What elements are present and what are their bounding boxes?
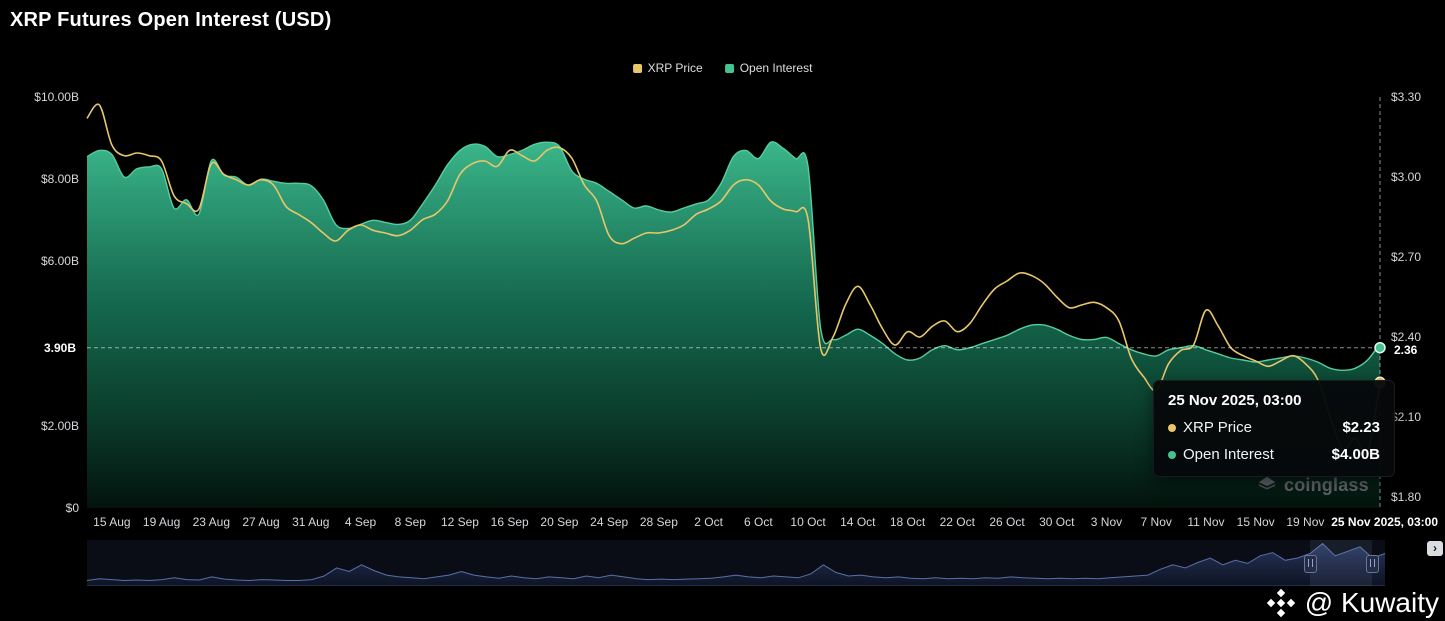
x-axis-tick-label: 19 Nov	[1286, 515, 1325, 529]
left-axis-tick-label: $10.00B	[34, 90, 79, 104]
kuwaity-watermark: @ Kuwaity	[1266, 587, 1439, 619]
chart-tooltip: 25 Nov 2025, 03:00 XRP Price $2.23 Open …	[1153, 380, 1395, 477]
xrp-price-swatch-icon	[632, 63, 642, 73]
x-axis-tick-label: 8 Sep	[394, 515, 426, 529]
x-axis-tick-label: 6 Oct	[744, 515, 773, 529]
x-axis-tick-label: 12 Sep	[440, 515, 479, 529]
x-axis-tick-label: 31 Aug	[292, 515, 330, 529]
navigator-selected-range[interactable]	[1310, 540, 1372, 586]
open-interest-line	[86, 141, 1381, 372]
chart-legend: XRP Price Open Interest	[632, 61, 813, 75]
legend-item-open-interest[interactable]: Open Interest	[724, 61, 813, 75]
x-axis-tick-label: 19 Aug	[142, 515, 181, 529]
x-axis-tick-label: 28 Sep	[639, 515, 678, 529]
navigator-area[interactable]	[87, 543, 1385, 585]
navigator-line	[86, 542, 1386, 582]
tooltip-label-xrp-price: XRP Price	[1183, 419, 1252, 436]
x-axis-tick-label: 11 Nov	[1187, 515, 1225, 529]
left-axis-tick-label: $6.00B	[40, 254, 79, 269]
kuwaity-text: @ Kuwaity	[1304, 587, 1439, 618]
legend-label-open-interest: Open Interest	[739, 61, 813, 75]
x-axis-tick-label: 4 Sep	[344, 515, 377, 529]
tooltip-row-open-interest: Open Interest $4.00B	[1168, 446, 1380, 463]
page-title: XRP Futures Open Interest (USD)	[10, 9, 332, 31]
crosshair-left-axis-label: 3.90B	[0, 339, 79, 356]
open-interest-last-point-marker	[1374, 341, 1386, 354]
right-axis-tick-label: $2.10	[1391, 410, 1422, 424]
legend-label-xrp-price: XRP Price	[647, 61, 703, 75]
tooltip-date: 25 Nov 2025, 03:00	[1168, 392, 1302, 409]
x-axis-tick-label: 2 Oct	[694, 515, 723, 529]
coinglass-logo-icon	[1258, 476, 1276, 490]
coinglass-watermark: coinglass	[1256, 474, 1369, 496]
tooltip-value-open-interest: $4.00B	[1331, 446, 1380, 463]
x-axis-tick-label: 14 Oct	[840, 515, 876, 529]
right-axis-tick-label: $2.40	[1391, 330, 1422, 344]
xrp-price-line	[86, 103, 1381, 455]
tooltip-value-xrp-price: $2.23	[1342, 419, 1380, 436]
right-axis-tick-label: $2.70	[1391, 250, 1422, 264]
legend-item-xrp-price[interactable]: XRP Price	[632, 61, 703, 75]
x-axis-tick-label: 16 Sep	[490, 515, 529, 529]
x-axis-tick-label: 3 Nov	[1090, 515, 1123, 529]
open-interest-area	[87, 141, 1380, 508]
tooltip-label-open-interest: Open Interest	[1183, 446, 1274, 463]
x-axis-tick-label: 15 Nov	[1236, 515, 1275, 529]
crosshair-date-label: 25 Nov 2025, 03:00	[1328, 514, 1441, 530]
right-axis-tick-label: $3.00	[1391, 170, 1422, 184]
tooltip-row-xrp-price: XRP Price $2.23	[1168, 419, 1380, 436]
open-interest-dot-icon	[1168, 450, 1176, 459]
left-axis-tick-label: $2.00B	[40, 418, 79, 433]
coinglass-logo-text: coinglass	[1284, 474, 1369, 495]
x-axis-tick-label: 15 Aug	[93, 515, 131, 529]
x-axis-tick-label: 26 Oct	[989, 515, 1025, 529]
x-axis-tick-label: 22 Oct	[939, 515, 975, 529]
left-axis-tick-label: $0	[65, 501, 79, 515]
scroll-right-button[interactable]: ›	[1427, 541, 1443, 556]
crosshair-right-axis-label: 2.36	[1391, 341, 1421, 358]
navigator-left-handle[interactable]	[1304, 555, 1317, 573]
right-axis-tick-label: $3.30	[1391, 90, 1422, 104]
xrp-price-dot-icon	[1168, 423, 1176, 432]
x-axis-tick-label: 27 Aug	[242, 515, 280, 529]
right-axis-tick-label: $1.80	[1391, 490, 1422, 504]
x-axis-tick-label: 18 Oct	[889, 515, 926, 529]
x-axis-tick-label: 7 Nov	[1140, 515, 1172, 529]
x-axis-tick-label: 10 Oct	[790, 515, 826, 529]
open-interest-swatch-icon	[724, 63, 734, 73]
x-axis-tick-label: 24 Sep	[590, 515, 629, 529]
x-axis-tick-label: 23 Aug	[192, 515, 230, 529]
left-axis-tick-label: $8.00B	[40, 172, 79, 187]
sparkle-logo-icon	[1266, 588, 1295, 618]
navigator-right-handle[interactable]	[1366, 555, 1379, 573]
x-axis-tick-label: 30 Oct	[1039, 515, 1075, 529]
x-axis-tick-label: 20 Sep	[540, 515, 579, 529]
